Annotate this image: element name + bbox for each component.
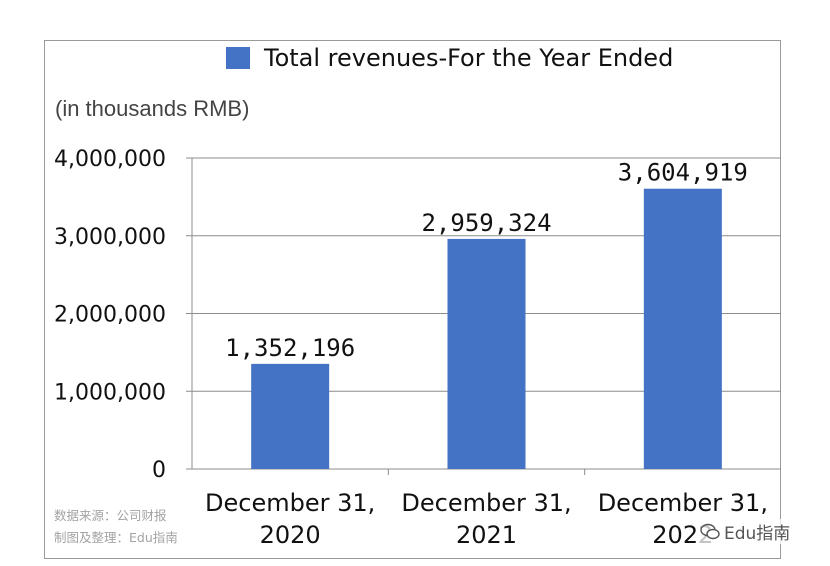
data-label: 2,959,324	[421, 209, 551, 237]
data-label: 3,604,919	[618, 159, 748, 187]
bar	[447, 238, 526, 469]
y-axis-unit-label: (in thousands RMB)	[55, 96, 250, 121]
y-tick-label: 3,000,000	[54, 225, 166, 250]
chart-legend: Total revenues-For the Year Ended	[226, 44, 673, 72]
source-note-line1: 数据来源：公司财报	[54, 508, 167, 523]
legend-label: Total revenues-For the Year Ended	[264, 44, 674, 72]
x-tick-label: December 31,	[598, 489, 768, 517]
legend-swatch	[226, 47, 250, 69]
bar	[251, 363, 330, 469]
x-tick-label: 2021	[456, 521, 517, 549]
source-note-line2: 制图及整理：Edu指南	[54, 530, 178, 545]
watermark-text: Edu指南	[724, 524, 791, 544]
y-tick-label: 4,000,000	[54, 147, 166, 172]
wechat-icon	[700, 523, 720, 539]
data-label: 1,352,196	[225, 334, 355, 362]
x-tick-label: 2020	[260, 521, 321, 549]
y-tick-label: 2,000,000	[54, 303, 166, 328]
watermark: Edu指南	[700, 519, 791, 544]
y-tick-label: 0	[152, 458, 166, 483]
x-tick-label: December 31,	[401, 489, 571, 517]
bar	[643, 188, 722, 470]
y-tick-label: 1,000,000	[54, 380, 166, 405]
x-tick-label: December 31,	[205, 489, 375, 517]
